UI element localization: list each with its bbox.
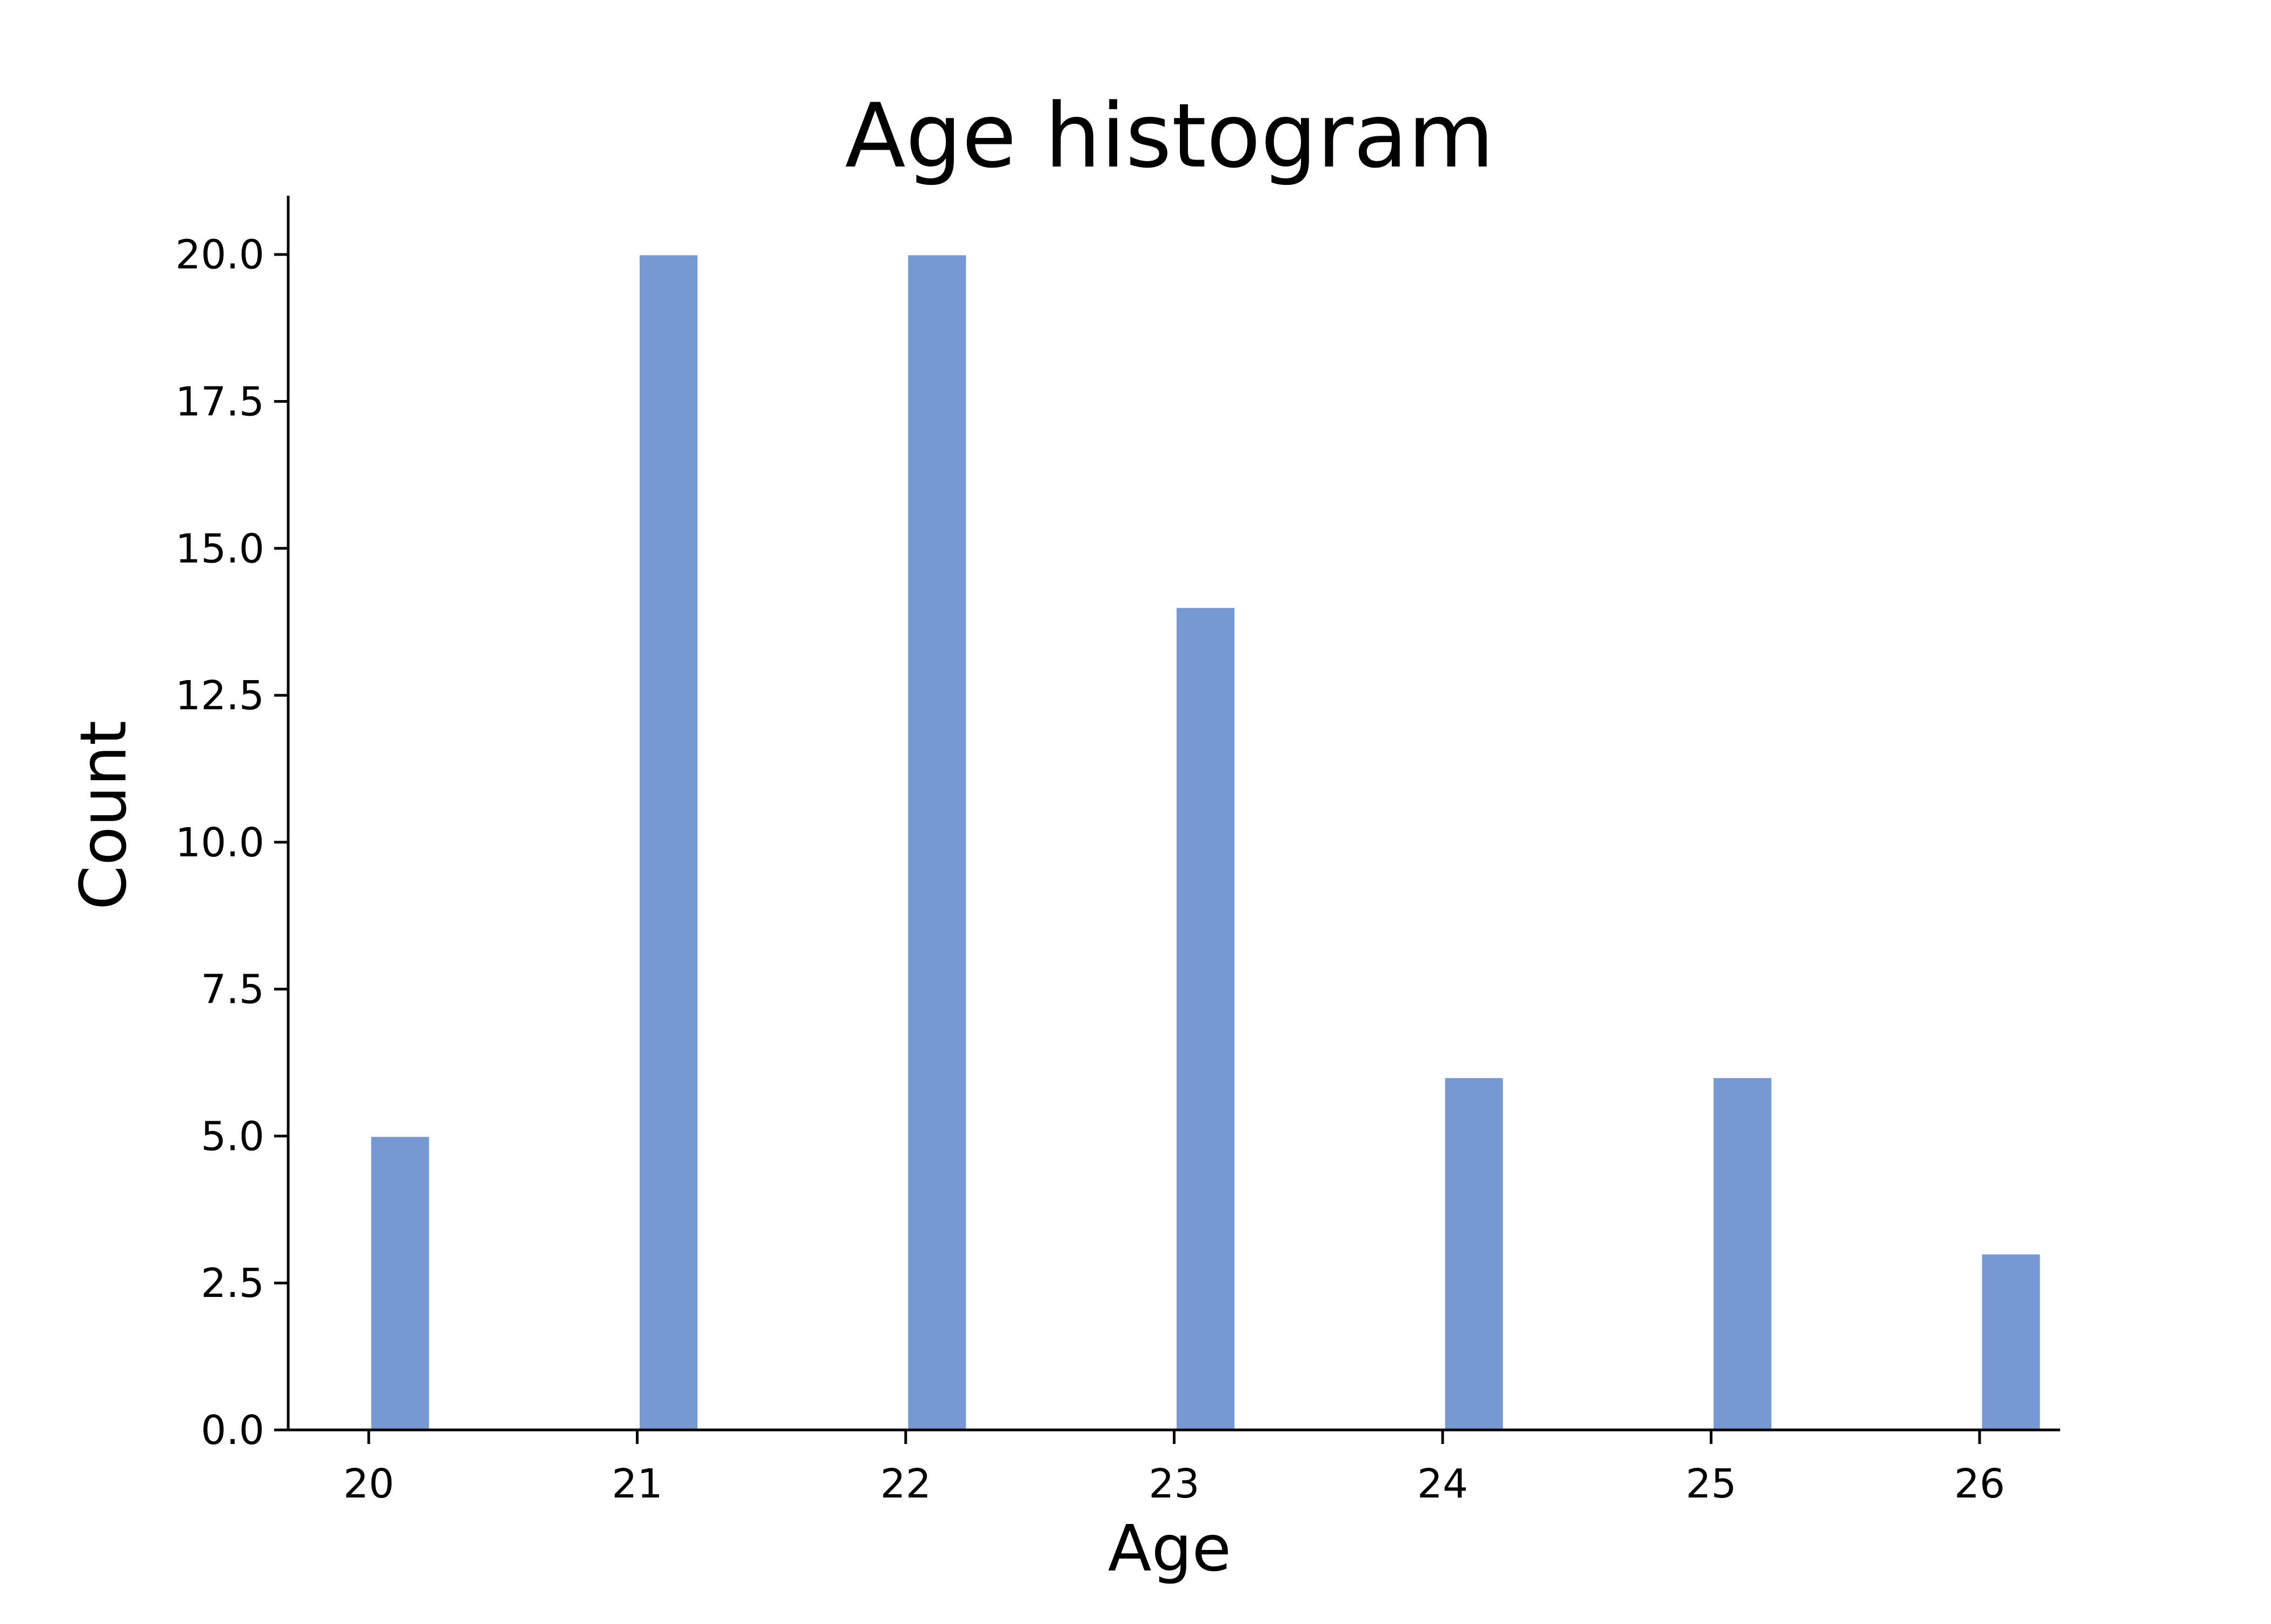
bar-age-25: [1712, 1076, 1774, 1431]
y-tick-label: 7.5: [201, 967, 264, 1013]
x-tick-label: 21: [612, 1461, 662, 1507]
y-tick-label: 20.0: [175, 232, 264, 278]
y-tick-label: 5.0: [201, 1113, 264, 1160]
bar-age-24: [1443, 1076, 1505, 1431]
chart-title: Age histogram: [845, 84, 1495, 188]
bar-age-26: [1980, 1253, 2042, 1431]
x-tick-label: 23: [1148, 1461, 1199, 1507]
x-tick-label: 24: [1417, 1461, 1468, 1507]
y-axis-label: Count: [66, 721, 141, 910]
x-axis-ticks: 20 21 22 23 24 25 26: [343, 1430, 2005, 1507]
y-tick-label: 17.5: [175, 379, 264, 425]
bar-age-23: [1175, 606, 1236, 1431]
x-tick-label: 26: [1954, 1461, 2005, 1507]
x-tick-label: 22: [880, 1461, 931, 1507]
bar-age-20: [369, 1135, 431, 1431]
y-tick-label: 10.0: [175, 820, 264, 866]
y-tick-label: 15.0: [175, 525, 264, 572]
bars-group: [369, 254, 2042, 1431]
y-tick-label: 2.5: [201, 1260, 264, 1307]
x-tick-label: 20: [343, 1461, 394, 1507]
x-tick-label: 25: [1685, 1461, 1736, 1507]
bar-age-22: [906, 254, 968, 1431]
y-tick-label: 12.5: [175, 673, 264, 719]
y-tick-label: 0.0: [201, 1407, 264, 1454]
bar-age-21: [638, 254, 699, 1431]
y-axis-ticks: 0.0 2.5 5.0 7.5 10.0 12.5 15.0 17.5 20.0: [175, 232, 288, 1454]
x-axis-label: Age: [1108, 1511, 1231, 1586]
